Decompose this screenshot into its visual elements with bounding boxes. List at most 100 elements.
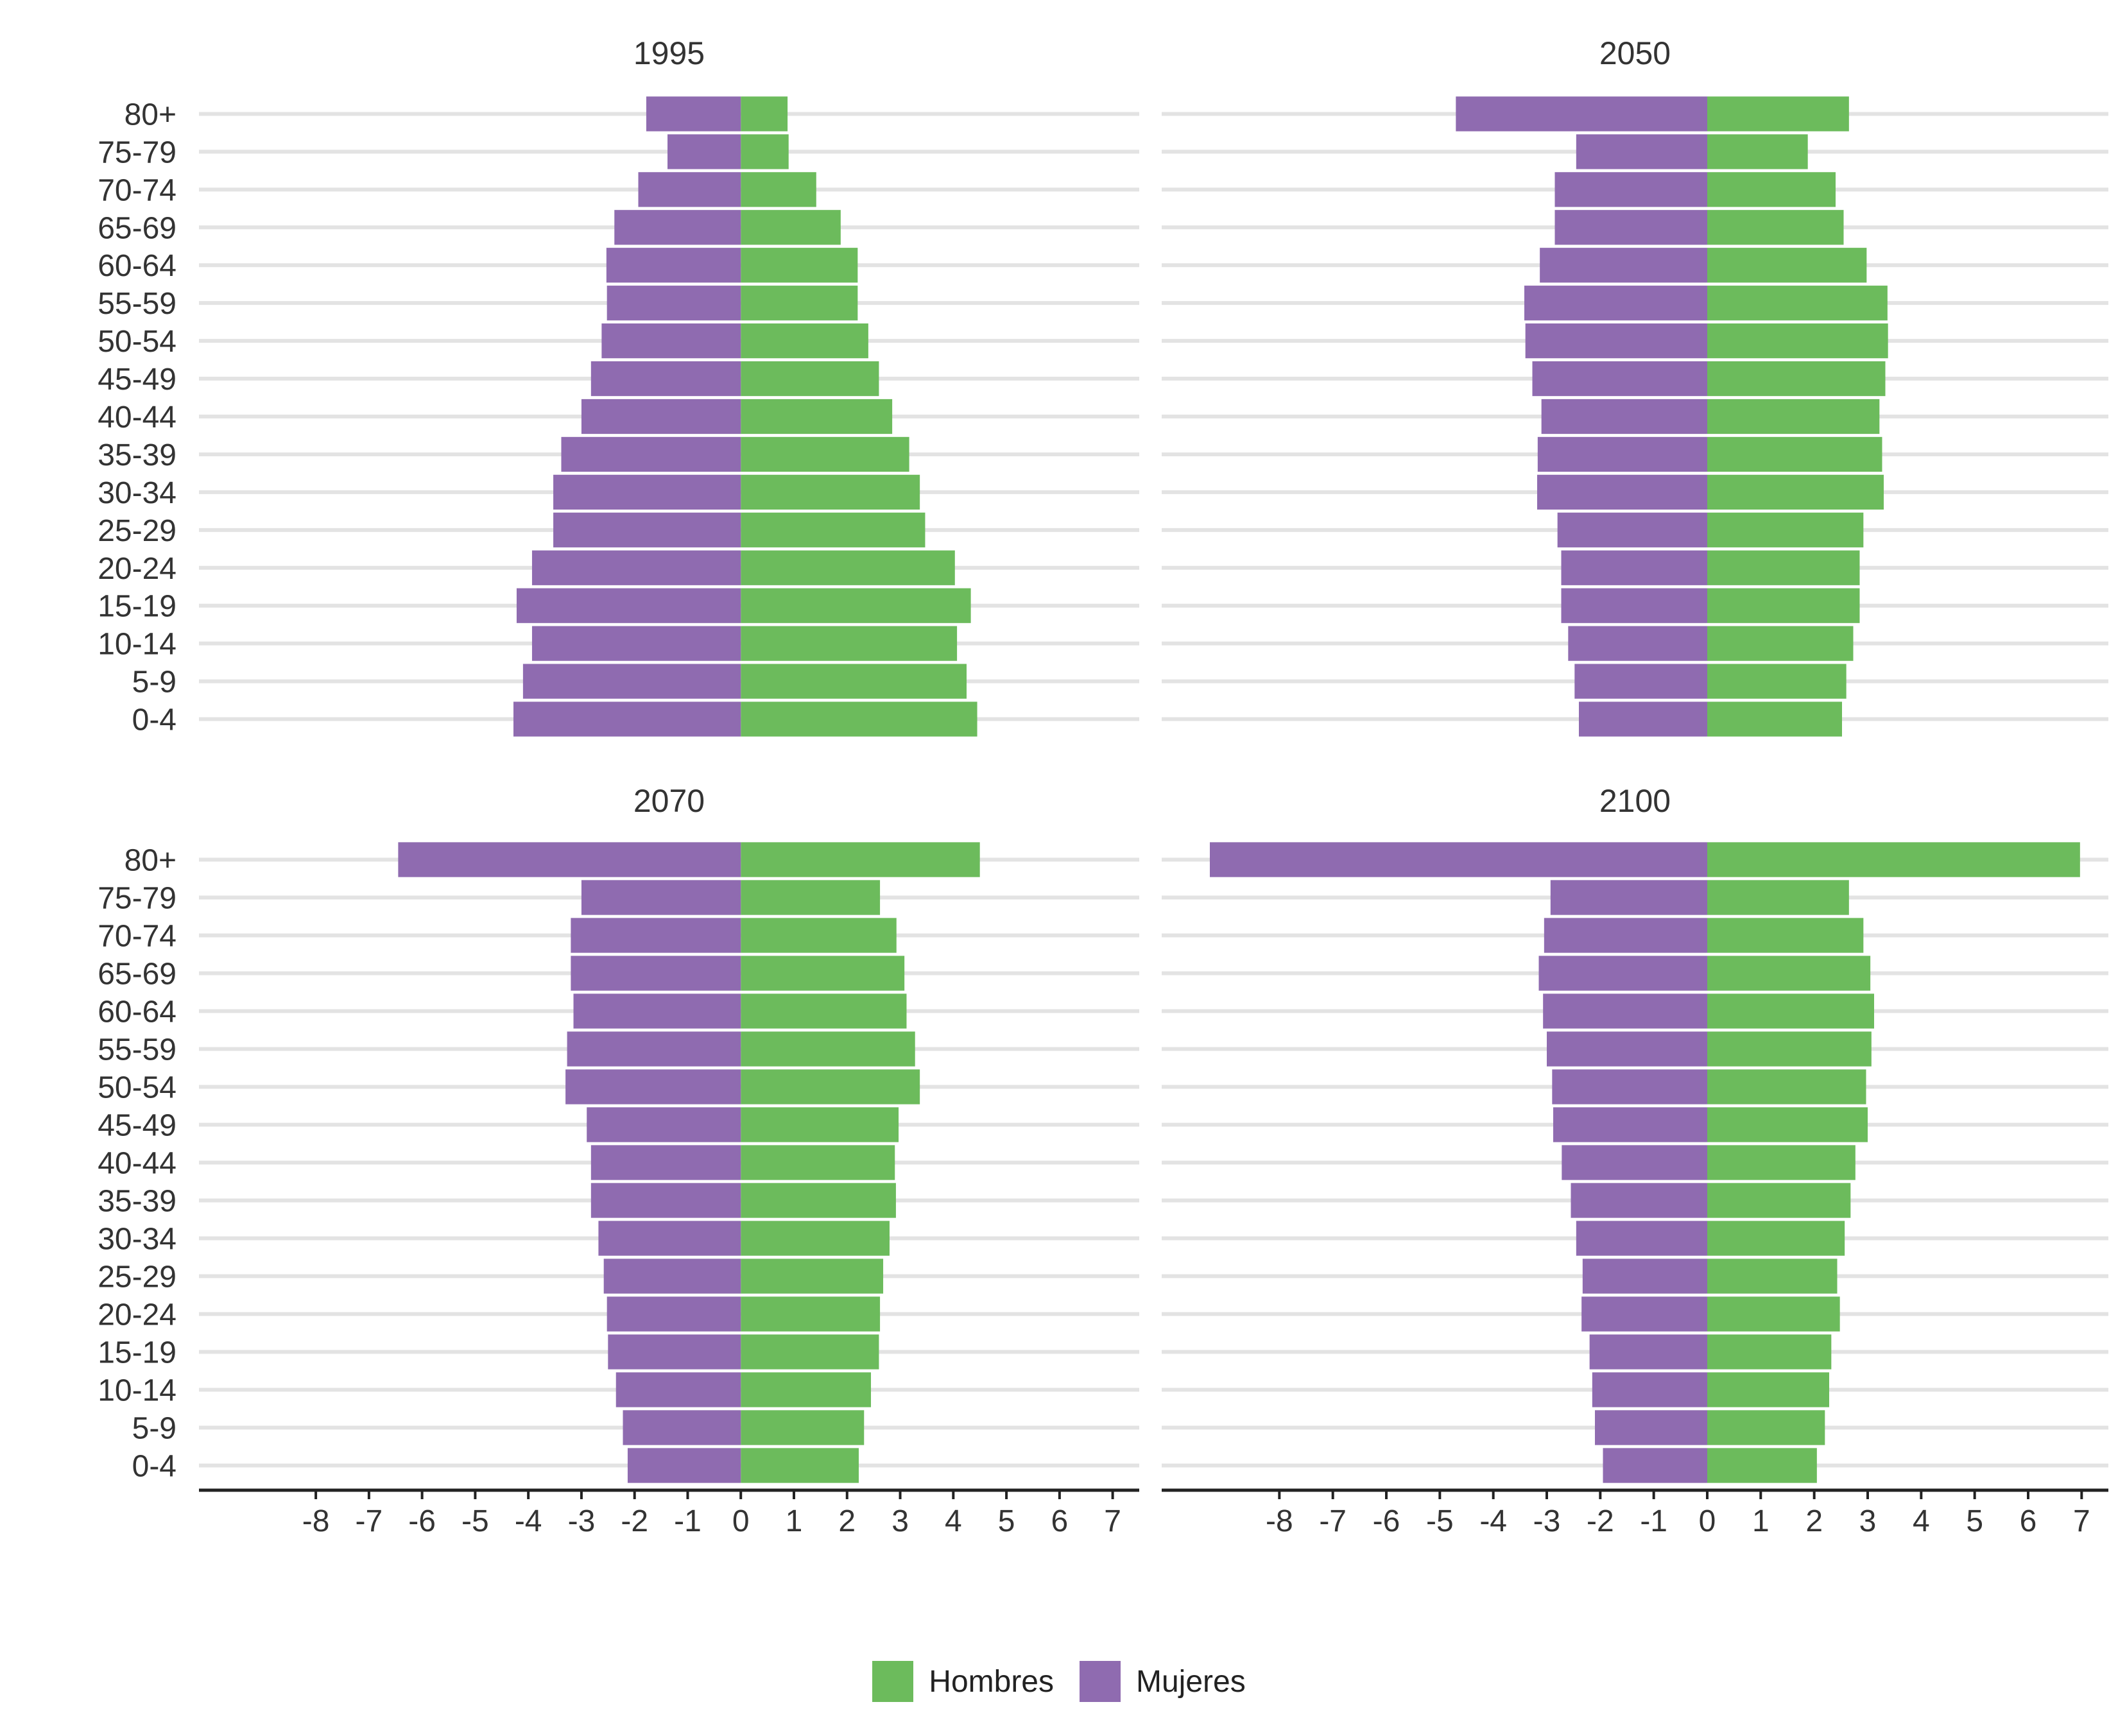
bar-male [1707, 1372, 1829, 1407]
bar-male [741, 664, 967, 699]
bar-male [741, 172, 816, 207]
bar-female [1537, 436, 1707, 472]
bar-male [741, 286, 858, 321]
bar-male [1707, 956, 1871, 991]
bar-male [741, 248, 858, 283]
bar-female [1553, 1107, 1707, 1142]
bar-male [741, 512, 926, 547]
bar-female [623, 1410, 741, 1445]
bar-female [1576, 1221, 1707, 1256]
y-tick-label: 80+ [125, 98, 176, 132]
bar-female [1557, 512, 1707, 547]
bar-female [516, 588, 741, 623]
bar-male [1707, 993, 1874, 1029]
x-tick-label: 2 [838, 1504, 856, 1538]
bar-male [1707, 1410, 1825, 1445]
bar-male [1707, 1031, 1872, 1067]
bar-male [741, 1107, 899, 1142]
bar-female [616, 1372, 741, 1407]
x-tick-label: -7 [1319, 1504, 1347, 1538]
y-tick-label: 45-49 [98, 1109, 176, 1143]
x-tick-label: 3 [1859, 1504, 1877, 1538]
bar-male [1707, 1221, 1845, 1256]
legend-item-male: Hombres [872, 1661, 1054, 1702]
bar-male [1707, 210, 1844, 245]
legend-swatch-male [872, 1661, 914, 1702]
bar-male [1707, 96, 1849, 132]
bar-female [1456, 96, 1707, 132]
bar-male [741, 1183, 896, 1218]
panel-2050: 2050 [1162, 35, 2108, 737]
bar-female [561, 436, 741, 472]
bar-male [741, 1410, 865, 1445]
x-tick-label: 6 [1051, 1504, 1068, 1538]
bar-male [741, 918, 897, 953]
y-tick-label: 80+ [125, 844, 176, 878]
bar-male [1707, 323, 1888, 359]
bar-male [1707, 172, 1836, 207]
bar-female [1210, 842, 1707, 877]
bar-male [1707, 880, 1849, 915]
bar-female [1603, 1448, 1707, 1483]
bar-female [587, 1107, 741, 1142]
bar-female [1537, 474, 1707, 510]
bar-female [531, 626, 741, 661]
y-tick-label: 15-19 [98, 1336, 176, 1370]
bar-male [1707, 626, 1854, 661]
bar-female [603, 1259, 741, 1294]
bar-male [741, 993, 907, 1029]
x-tick-label: 1 [786, 1504, 803, 1538]
bar-female [567, 1031, 741, 1067]
x-tick-label: -5 [461, 1504, 489, 1538]
x-tick-label: 7 [1104, 1504, 1121, 1538]
x-tick-label: 4 [1913, 1504, 1930, 1538]
y-tick-label: 0-4 [132, 1450, 176, 1484]
bar-male [1707, 1069, 1866, 1104]
bar-female [638, 172, 741, 207]
panel-title: 2100 [1599, 783, 1671, 819]
bar-male [741, 323, 868, 359]
legend-label-female: Mujeres [1136, 1664, 1246, 1699]
bar-female [1561, 588, 1707, 623]
x-tick-label: 0 [1699, 1504, 1716, 1538]
y-tick-label: 50-54 [98, 325, 176, 359]
x-tick-label: 2 [1805, 1504, 1823, 1538]
bar-male [1707, 1145, 1855, 1180]
bar-female [1571, 1183, 1707, 1218]
y-tick-label: 75-79 [98, 882, 176, 916]
x-tick-label: -2 [1587, 1504, 1614, 1538]
bar-female [1543, 993, 1707, 1029]
bar-male [741, 361, 879, 397]
legend-swatch-female [1080, 1661, 1121, 1702]
bar-male [1707, 1259, 1838, 1294]
bar-male [1707, 248, 1867, 283]
bar-female [398, 842, 741, 877]
bar-female [590, 361, 741, 397]
bar-female [606, 248, 741, 283]
bar-female [571, 956, 741, 991]
bar-male [741, 1296, 881, 1332]
y-tick-label: 20-24 [98, 1298, 176, 1332]
bar-male [741, 96, 788, 132]
bar-female [1589, 1334, 1707, 1370]
panel-1995: 1995 0-45-9 10-14 15-19 20-24 25-29 30-34 35-39… [98, 35, 1139, 737]
panel-title: 1995 [633, 35, 705, 71]
panel-2100: 2100 -8 -7 -6 -5 -4 -3 -2 -1 0 1 2 3 4 5 6 7 [1162, 783, 2108, 1538]
bar-male [741, 1069, 920, 1104]
y-tick-label: 45-49 [98, 363, 176, 397]
bar-male [1707, 842, 2080, 877]
y-tick-label: 40-44 [98, 1147, 176, 1181]
x-tick-label: 5 [998, 1504, 1015, 1538]
bar-male [1707, 361, 1886, 397]
y-tick-label: 40-44 [98, 400, 176, 434]
bar-female [565, 1069, 741, 1104]
y-tick-label: 5-9 [132, 1412, 176, 1446]
y-tick-label: 30-34 [98, 1223, 176, 1257]
bar-female [1538, 956, 1707, 991]
x-tick-label: 0 [732, 1504, 750, 1538]
bar-male [1707, 134, 1808, 169]
x-tick-label: -7 [356, 1504, 383, 1538]
bar-female [581, 399, 741, 434]
bar-male [1707, 399, 1880, 434]
